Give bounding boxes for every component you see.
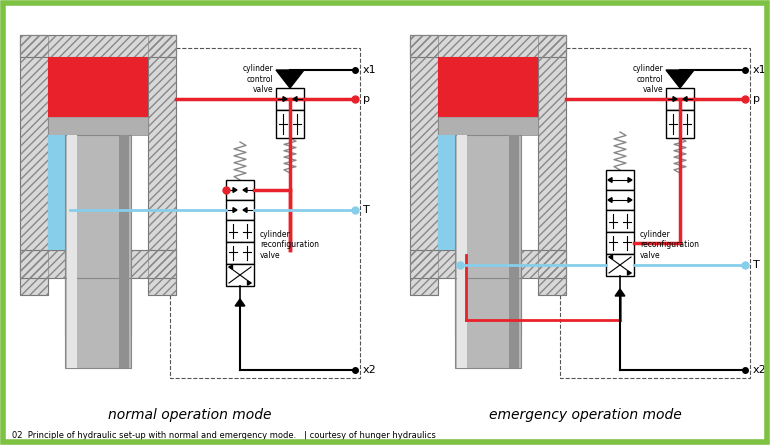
Text: x2: x2 bbox=[753, 365, 767, 375]
Bar bbox=[119, 135, 129, 335]
Polygon shape bbox=[233, 188, 237, 192]
Polygon shape bbox=[608, 198, 612, 202]
Bar bbox=[410, 35, 438, 295]
Text: T: T bbox=[753, 260, 760, 270]
Bar bbox=[276, 88, 304, 110]
Bar bbox=[226, 220, 254, 242]
Text: x2: x2 bbox=[363, 365, 377, 375]
Bar bbox=[48, 117, 148, 135]
Polygon shape bbox=[628, 178, 632, 182]
Bar bbox=[410, 250, 566, 278]
Bar bbox=[226, 180, 254, 200]
Bar bbox=[606, 170, 634, 190]
Text: x1: x1 bbox=[363, 65, 377, 75]
Bar bbox=[438, 117, 538, 135]
Bar bbox=[148, 35, 176, 295]
Bar bbox=[455, 135, 521, 335]
Bar bbox=[606, 210, 634, 232]
Bar bbox=[509, 278, 519, 368]
Text: 02  Principle of hydraulic set-up with normal and emergency mode.   | courtesy o: 02 Principle of hydraulic set-up with no… bbox=[12, 432, 436, 441]
Polygon shape bbox=[243, 188, 247, 192]
Polygon shape bbox=[276, 70, 304, 88]
Polygon shape bbox=[628, 271, 631, 275]
Text: emergency operation mode: emergency operation mode bbox=[489, 408, 681, 422]
Bar bbox=[226, 264, 254, 286]
Bar bbox=[410, 35, 438, 295]
Bar bbox=[666, 110, 694, 138]
Text: cylinder
reconfiguration
valve: cylinder reconfiguration valve bbox=[640, 230, 699, 260]
Bar bbox=[20, 35, 48, 295]
Bar bbox=[457, 135, 467, 335]
Bar bbox=[509, 135, 519, 335]
Bar bbox=[48, 135, 70, 250]
Polygon shape bbox=[628, 198, 632, 202]
Bar bbox=[457, 278, 467, 368]
Bar bbox=[666, 88, 694, 110]
Bar bbox=[65, 135, 131, 335]
Polygon shape bbox=[615, 289, 625, 296]
Bar bbox=[67, 135, 77, 335]
Bar bbox=[119, 278, 129, 368]
Bar bbox=[20, 35, 176, 57]
Bar bbox=[20, 250, 176, 278]
Text: p: p bbox=[363, 94, 370, 104]
Polygon shape bbox=[293, 97, 297, 101]
Bar bbox=[410, 250, 566, 278]
Bar bbox=[67, 278, 77, 368]
Polygon shape bbox=[609, 255, 612, 259]
Text: T: T bbox=[363, 205, 370, 215]
Bar bbox=[226, 242, 254, 264]
Bar bbox=[20, 250, 176, 278]
Bar bbox=[538, 35, 566, 295]
Polygon shape bbox=[673, 97, 677, 101]
Polygon shape bbox=[247, 281, 251, 285]
Bar bbox=[560, 48, 750, 378]
Text: cylinder
control
valve: cylinder control valve bbox=[632, 64, 663, 94]
Bar bbox=[438, 57, 538, 117]
Text: normal operation mode: normal operation mode bbox=[109, 408, 272, 422]
Text: cylinder
reconfiguration
valve: cylinder reconfiguration valve bbox=[260, 230, 319, 260]
Polygon shape bbox=[608, 178, 612, 182]
Bar bbox=[276, 110, 304, 138]
Bar bbox=[410, 35, 566, 57]
Bar bbox=[170, 48, 360, 378]
Bar bbox=[20, 35, 176, 57]
Bar bbox=[48, 57, 148, 117]
Polygon shape bbox=[233, 208, 237, 212]
Polygon shape bbox=[243, 208, 247, 212]
Bar bbox=[65, 278, 131, 368]
Polygon shape bbox=[283, 97, 287, 101]
Bar bbox=[455, 278, 521, 368]
Text: x1: x1 bbox=[753, 65, 767, 75]
Text: p: p bbox=[753, 94, 760, 104]
Bar bbox=[538, 35, 566, 295]
Polygon shape bbox=[235, 299, 245, 306]
Bar bbox=[606, 254, 634, 276]
Bar bbox=[226, 200, 254, 220]
Bar bbox=[410, 35, 566, 57]
Text: cylinder
control
valve: cylinder control valve bbox=[243, 64, 273, 94]
Polygon shape bbox=[683, 97, 687, 101]
Bar bbox=[438, 135, 460, 250]
Polygon shape bbox=[666, 70, 694, 88]
Bar bbox=[148, 35, 176, 295]
Bar bbox=[20, 35, 48, 295]
Bar bbox=[606, 232, 634, 254]
Bar bbox=[606, 190, 634, 210]
Polygon shape bbox=[229, 265, 233, 269]
